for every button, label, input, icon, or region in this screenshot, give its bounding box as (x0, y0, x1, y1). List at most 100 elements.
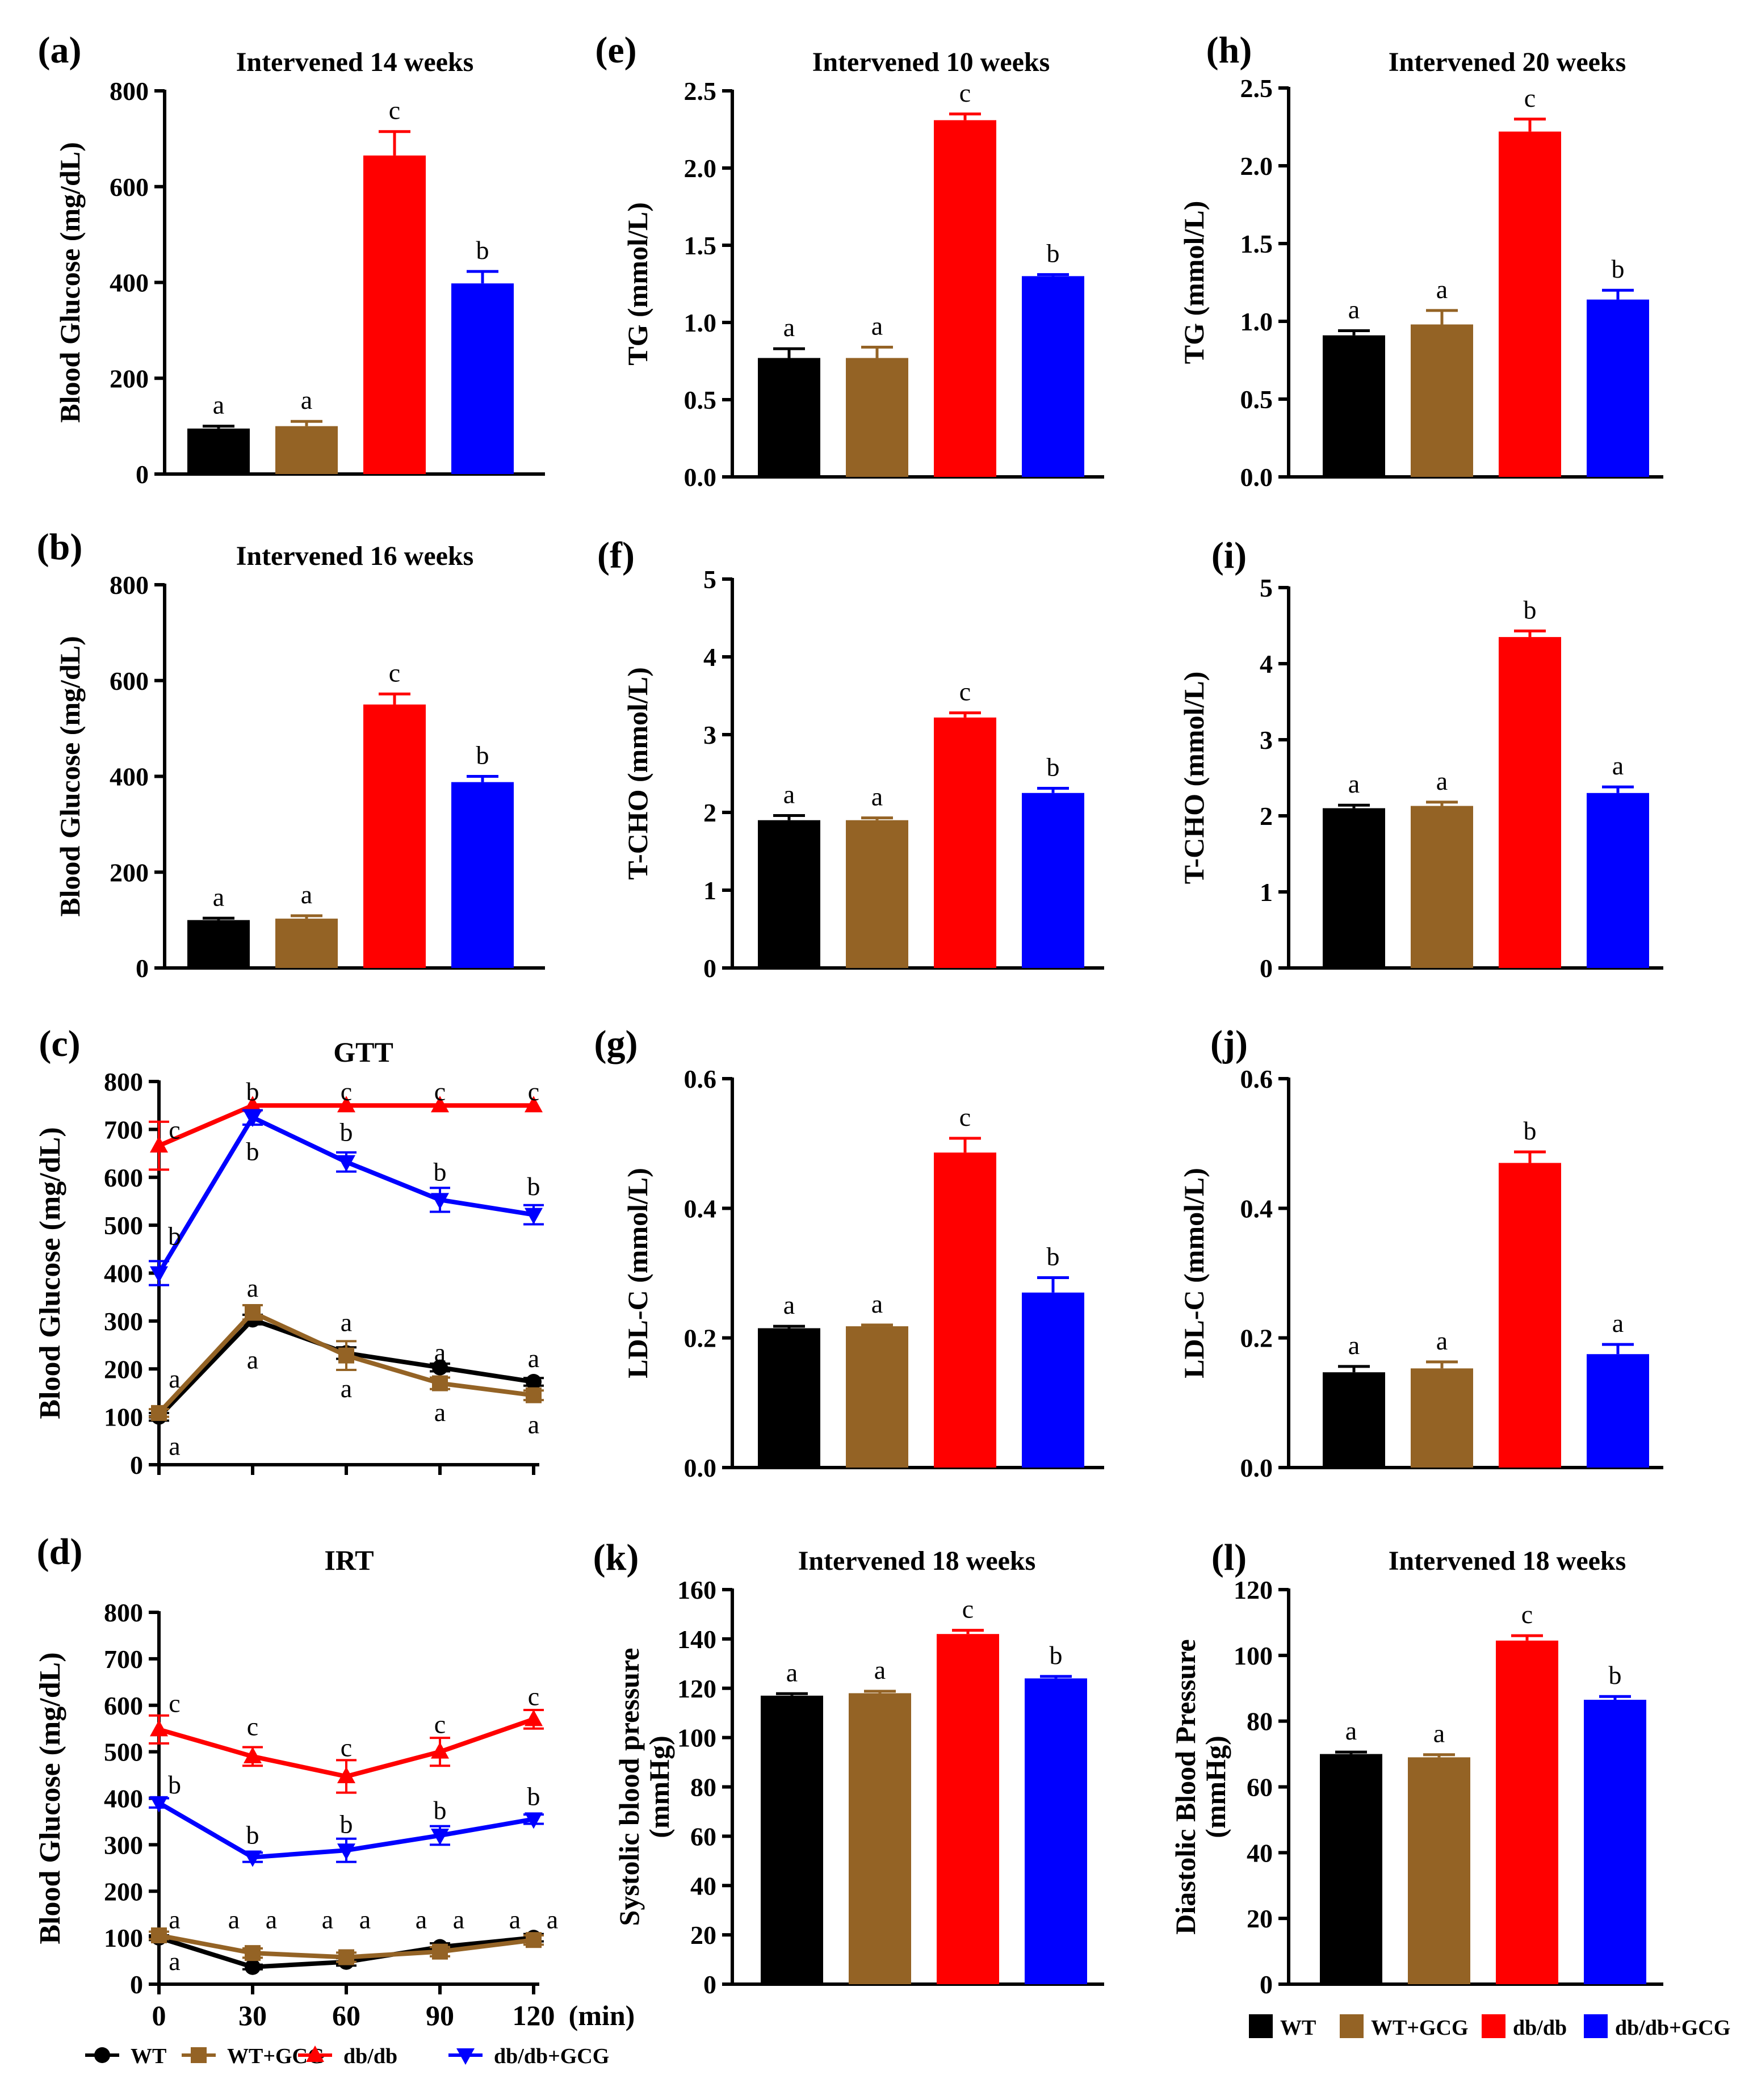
significance-letter: a (871, 1289, 883, 1318)
y-tick-label: 60 (1247, 1773, 1273, 1802)
marker-triangle-up (431, 1742, 449, 1759)
series-db/db+GCG (149, 1109, 544, 1286)
y-tick-label: 0 (136, 954, 149, 983)
x-tick-label: 30 (238, 2000, 267, 2031)
marker-triangle-up (337, 1096, 355, 1113)
series-db/db (149, 1096, 543, 1171)
significance-letter: b (1524, 1116, 1537, 1145)
bar-db/db+GCG (1587, 1354, 1649, 1468)
bar-WT+GCG (846, 1326, 908, 1468)
y-tick-label: 0 (703, 1970, 716, 1999)
y-tick-label: 0.0 (684, 463, 717, 492)
bar-db/db (363, 704, 426, 968)
y-tick-label: 0.4 (684, 1194, 717, 1223)
y-tick-label: 20 (1247, 1904, 1273, 1933)
significance-letter: a (416, 1905, 427, 1934)
significance-letter: b (340, 1810, 353, 1839)
marker-triangle-up (244, 1096, 262, 1113)
y-axis-label: Blood Glucose (mg/dL) (34, 1127, 66, 1419)
panel-title: IRT (324, 1544, 374, 1576)
significance-letter: a (528, 1410, 539, 1439)
bar-WT (1320, 1754, 1382, 1984)
bar-db/db+GCG (1587, 793, 1649, 968)
significance-letter: c (528, 1682, 539, 1711)
y-tick-label: 40 (690, 1871, 716, 1900)
significance-letter: a (783, 313, 795, 342)
significance-letter: a (871, 782, 883, 811)
x-tick-label: 90 (426, 2000, 454, 2031)
bar-WT+GCG (846, 820, 908, 968)
y-axis-label: Diastolic Blood Pressure (1169, 1639, 1201, 1934)
bar-WT (1323, 808, 1385, 968)
y-tick-label: 400 (104, 1259, 143, 1288)
significance-letter: b (1047, 1242, 1060, 1271)
y-tick-label: 200 (110, 858, 149, 887)
significance-letter: b (1050, 1641, 1063, 1670)
series-db/db+GCG (149, 1796, 544, 1867)
y-axis-label: Blood Glucose (mg/dL) (54, 142, 86, 422)
y-tick-label: 800 (110, 77, 149, 106)
significance-letter: a (528, 1344, 539, 1373)
y-tick-label: 2 (703, 798, 716, 827)
bar-db/db (937, 1634, 999, 1984)
y-tick-label: 2 (1260, 802, 1273, 831)
significance-letter: b (527, 1782, 540, 1810)
significance-letter: a (213, 391, 224, 420)
significance-letter: c (169, 1115, 180, 1144)
y-tick-label: 60 (690, 1822, 716, 1851)
legend-swatch (1482, 2014, 1505, 2038)
marker-triangle-up (150, 1136, 168, 1153)
y-tick-label: 0.0 (1240, 463, 1273, 492)
panel-f: 0 1 2 3 4 5 a a c b T-CHO (mmol/L) (f) (597, 535, 1104, 983)
bar-legend-item: WT (1249, 2014, 1316, 2040)
marker-triangle-down (244, 1850, 262, 1867)
significance-letter: a (169, 1905, 180, 1934)
panel-a: 0 200 400 600 800 a a c b Blood Glucose (mg/dL) In… (38, 30, 545, 489)
significance-letter: b (1524, 595, 1537, 624)
marker-square (245, 1304, 261, 1321)
y-tick-label: 2.0 (684, 154, 717, 183)
bar-WT+GCG (1411, 324, 1473, 477)
significance-letter: a (434, 1338, 446, 1367)
panel-title: Intervened 14 weeks (236, 47, 474, 77)
x-tick-label: 0 (152, 2000, 166, 2031)
significance-letter: b (340, 1118, 353, 1147)
y-tick-label: 1.5 (684, 231, 717, 260)
y-tick-label: 1 (1260, 878, 1273, 907)
panel-title: Intervened 18 weeks (1389, 1546, 1626, 1576)
y-tick-label: 0 (130, 1970, 143, 1999)
bar-db/db (934, 1152, 996, 1468)
significance-letter: a (786, 1658, 798, 1687)
legend-swatch (1584, 2014, 1608, 2038)
panel-label: (k) (593, 1537, 639, 1578)
y-axis-label-unit: (mmHg) (643, 1736, 675, 1838)
significance-letter: c (528, 1077, 539, 1106)
significance-letter: c (959, 78, 971, 107)
marker-square (151, 1927, 167, 1944)
marker-square (432, 1943, 448, 1960)
marker-triangle-up (306, 2045, 324, 2062)
x-tick-label: 60 (332, 2000, 360, 2031)
line-legend: WT WT+GCG db/db db/db+GCG (85, 2044, 609, 2068)
significance-letter: a (341, 1374, 352, 1403)
y-tick-label: 0 (136, 460, 149, 489)
y-tick-label: 0.6 (684, 1064, 717, 1093)
bar-WT (1323, 1372, 1385, 1468)
bar-WT+GCG (275, 919, 338, 968)
bar-db/db (363, 155, 426, 474)
y-tick-label: 160 (677, 1575, 716, 1604)
bar-db/db+GCG (1025, 1678, 1087, 1984)
y-tick-label: 600 (110, 173, 149, 202)
significance-letter: b (476, 741, 489, 770)
significance-letter: a (1348, 1331, 1360, 1360)
y-tick-label: 500 (104, 1211, 143, 1240)
legend-swatch (1249, 2014, 1273, 2038)
significance-letter: a (783, 779, 795, 808)
significance-letter: a (247, 1345, 258, 1374)
significance-letter: b (527, 1172, 540, 1201)
marker-square (432, 1375, 448, 1391)
significance-letter: c (1524, 83, 1536, 112)
y-tick-label: 1 (703, 876, 716, 905)
bar-WT (758, 1328, 820, 1468)
y-tick-label: 0 (1260, 1970, 1273, 1999)
